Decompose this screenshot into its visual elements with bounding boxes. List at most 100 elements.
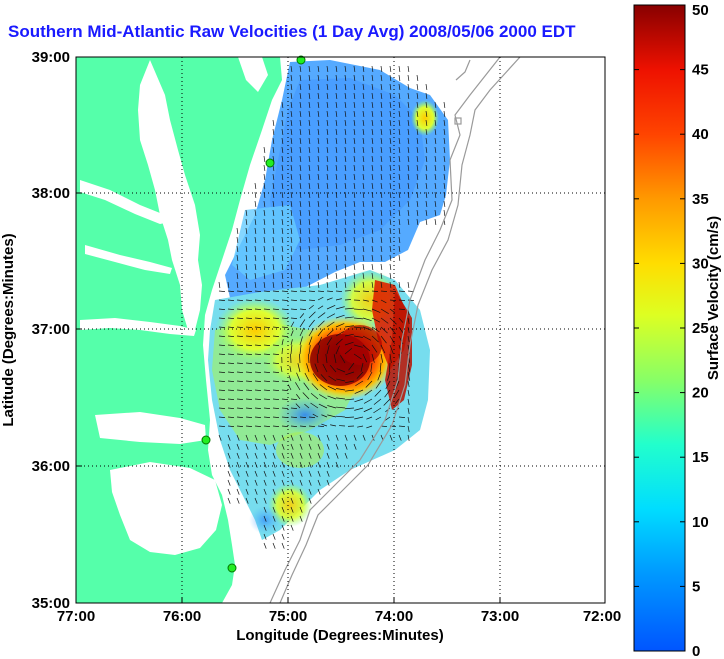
velocity-arrow [398, 416, 406, 418]
velocity-arrow [272, 245, 275, 252]
velocity-arrow [245, 308, 253, 310]
velocity-arrow [380, 353, 384, 363]
velocity-arrow [308, 311, 316, 319]
velocity-arrow [416, 83, 419, 90]
velocity-arrow [344, 110, 347, 117]
velocity-arrow [317, 137, 320, 144]
velocity-arrow [317, 290, 325, 292]
velocity-arrow [245, 326, 253, 328]
velocity-arrow [425, 191, 428, 198]
velocity-arrow [227, 335, 235, 337]
velocity-arrow [299, 227, 302, 234]
velocity-arrow [380, 101, 383, 108]
velocity-arrow [281, 434, 285, 441]
velocity-arrow [407, 74, 410, 81]
velocity-arrow [344, 254, 347, 261]
velocity-arrow [254, 236, 257, 243]
velocity-arrow [336, 415, 346, 418]
velocity-arrow [380, 254, 383, 261]
velocity-arrow [254, 200, 257, 207]
y-axis-title: Latitude (Degrees:Minutes) [0, 233, 17, 426]
velocity-arrow [227, 317, 235, 319]
velocity-arrow [218, 299, 226, 301]
velocity-arrow [308, 304, 314, 310]
velocity-arrow [263, 533, 267, 540]
velocity-arrow [254, 416, 262, 418]
velocity-arrow [362, 191, 365, 198]
velocity-arrow [272, 281, 275, 288]
velocity-arrow [434, 128, 437, 135]
velocity-arrow [380, 74, 383, 81]
velocity-arrow [335, 290, 343, 292]
velocity-arrow [345, 407, 355, 410]
velocity-arrow [254, 299, 262, 301]
velocity-arrow [236, 407, 244, 409]
velocity-arrow [371, 281, 374, 288]
velocity-arrow [326, 137, 329, 144]
velocity-arrow [425, 110, 428, 117]
velocity-arrow [416, 128, 419, 135]
velocity-arrow [389, 101, 392, 108]
velocity-arrow [373, 398, 382, 405]
velocity-arrow [362, 65, 365, 72]
velocity-arrow [227, 443, 231, 450]
velocity-arrow [245, 281, 248, 288]
velocity-arrow [245, 416, 253, 418]
velocity-arrow [416, 200, 419, 207]
velocity-arrow [227, 281, 230, 288]
velocity-arrow [317, 155, 320, 162]
velocity-arrow [245, 272, 248, 279]
velocity-arrow [425, 200, 428, 207]
velocity-arrow [263, 326, 271, 328]
velocity-arrow [416, 101, 419, 108]
velocity-arrow [263, 443, 267, 450]
velocity-arrow [245, 209, 248, 216]
velocity-arrow [317, 173, 320, 180]
velocity-arrow [263, 218, 266, 225]
velocity-arrow [389, 272, 392, 279]
velocity-arrow [299, 281, 302, 288]
velocity-arrow [425, 218, 428, 225]
velocity-arrow [312, 373, 319, 382]
velocity-arrow [344, 325, 354, 328]
velocity-arrow [425, 137, 428, 144]
velocity-arrow [308, 146, 311, 153]
velocity-arrow [380, 326, 388, 334]
velocity-arrow [263, 200, 266, 207]
velocity-arrow [317, 443, 321, 450]
velocity-arrow [389, 326, 396, 335]
velocity-arrow [407, 389, 410, 396]
velocity-arrow [308, 155, 311, 162]
velocity-arrow [280, 366, 283, 373]
velocity-arrow [344, 155, 347, 162]
velocity-arrow [398, 299, 406, 301]
velocity-arrow [335, 314, 345, 319]
velocity-arrow [362, 74, 365, 81]
velocity-arrow [272, 470, 276, 477]
velocity-arrow [344, 452, 348, 459]
velocity-arrow [398, 182, 401, 189]
velocity-arrow [218, 344, 226, 346]
velocity-arrow [327, 395, 337, 400]
velocity-arrow [272, 425, 280, 427]
velocity-arrow [353, 308, 363, 311]
velocity-arrow [317, 461, 321, 468]
velocity-arrow [290, 290, 298, 292]
velocity-arrow [272, 200, 275, 207]
velocity-arrow [306, 363, 310, 373]
velocity-arrow [389, 236, 392, 243]
velocity-arrow [245, 353, 253, 355]
velocity-arrow [245, 452, 249, 459]
velocity-arrow [272, 128, 275, 135]
x-tick-labels: 77:00 76:00 75:00 74:00 73:00 72:00 [57, 608, 621, 625]
velocity-arrow [290, 236, 293, 243]
velocity-arrow [272, 371, 280, 373]
velocity-arrow [308, 209, 311, 216]
velocity-arrow [236, 290, 244, 292]
velocity-arrow [299, 290, 307, 292]
velocity-arrow [327, 385, 337, 391]
velocity-arrow [353, 281, 356, 288]
velocity-arrow [308, 92, 311, 99]
velocity-arrow [362, 101, 365, 108]
velocity-arrow [218, 335, 226, 337]
